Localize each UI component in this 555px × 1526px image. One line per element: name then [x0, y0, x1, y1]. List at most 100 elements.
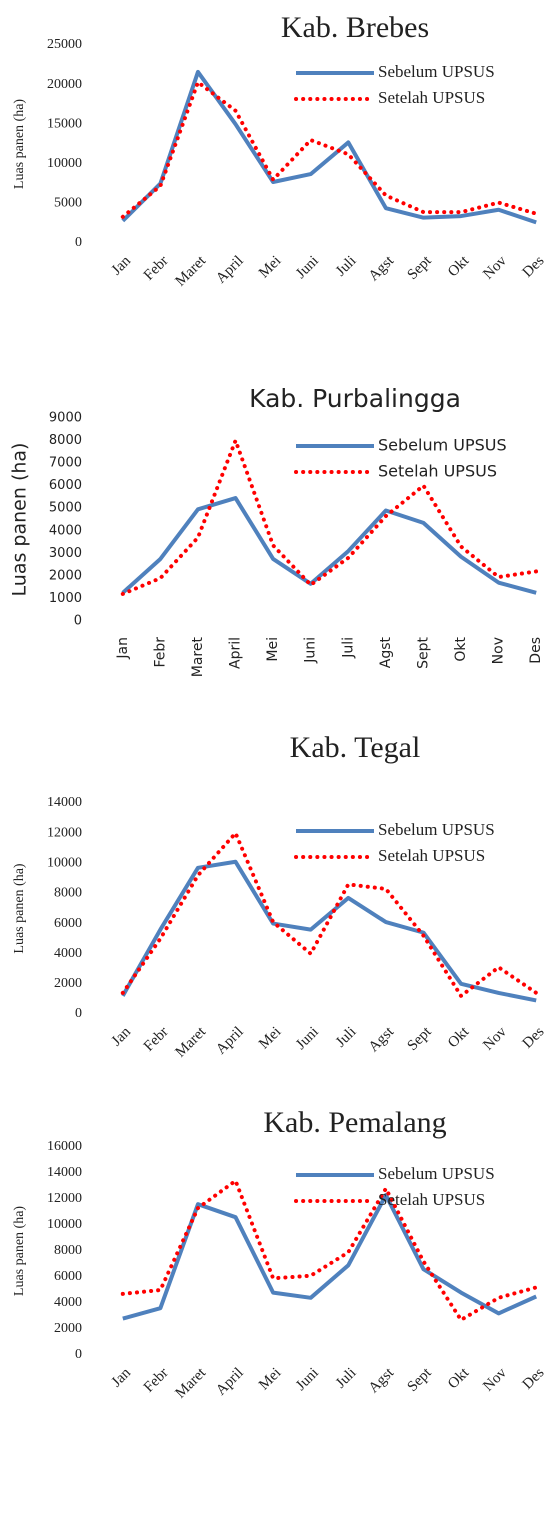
x-tick-label: Febr [141, 1365, 172, 1396]
y-tick-label: 8000 [54, 1243, 82, 1258]
series-line [120, 80, 539, 219]
legend-label: Sebelum UPSUS [378, 820, 495, 839]
x-tick-label: Nov [480, 1365, 510, 1395]
y-tick-label: 10000 [47, 856, 82, 871]
x-tick-label: Agst [366, 1364, 398, 1396]
y-axis-label: Luas panen (ha) [12, 863, 27, 954]
chart: Kab. Tegal Luas panen (ha) 0 2000 4000 6000 80… [12, 731, 547, 1061]
x-tick-label: April [213, 253, 247, 287]
x-tick-label: Febr [141, 1024, 172, 1055]
y-tick-label: 2000 [49, 568, 82, 583]
y-tick-label: 14000 [47, 1165, 82, 1180]
x-tick-label: Jan [109, 1024, 135, 1050]
y-tick-label: 10000 [47, 1217, 82, 1232]
x-tick-label: Maret [173, 1364, 210, 1401]
legend-label: Sebelum UPSUS [378, 62, 495, 81]
x-tick-label: Sept [405, 1364, 436, 1395]
y-tick-label: 6000 [49, 478, 82, 493]
x-tick-label: Maret [173, 1023, 210, 1060]
x-tick-label: Maret [173, 252, 210, 289]
chart-title: Kab. Purbalingga [249, 384, 461, 413]
y-tick-label: 2000 [54, 976, 82, 991]
y-tick-label: 6000 [54, 916, 82, 931]
y-tick-label: 4000 [49, 523, 82, 538]
x-tick-label: Juni [293, 1024, 322, 1053]
x-tick-label: Juli [340, 637, 356, 659]
y-tick-label: 0 [75, 235, 82, 250]
y-tick-label: 7000 [49, 456, 82, 471]
y-tick-label: 8000 [54, 886, 82, 901]
y-tick-label: 0 [75, 1006, 82, 1021]
y-tick-label: 6000 [54, 1269, 82, 1284]
x-tick-label: Febr [152, 637, 168, 668]
x-tick-label: Okt [445, 1364, 473, 1392]
y-tick-label: 5000 [49, 501, 82, 516]
chart-title: Kab. Tegal [290, 731, 421, 764]
y-tick-label: 25000 [47, 37, 82, 52]
legend-label: Setelah UPSUS [378, 846, 485, 865]
x-tick-label: Jan [109, 1365, 135, 1391]
y-tick-label: 4000 [54, 946, 82, 961]
x-tick-label: Juli [333, 253, 360, 280]
x-tick-label: Jan [109, 253, 135, 279]
x-tick-label: Des [520, 1024, 548, 1052]
x-tick-label: Juni [303, 637, 319, 664]
x-tick-label: April [213, 1365, 247, 1399]
chart: Kab. Pemalang Luas panen (ha) 0 2000 4000 600… [12, 1106, 547, 1402]
series-line [121, 496, 537, 595]
x-tick-label: Juli [333, 1024, 360, 1051]
x-tick-label: Des [528, 637, 544, 664]
x-tick-label: Jan [115, 637, 131, 660]
y-tick-label: 16000 [47, 1139, 82, 1154]
y-tick-label: 9000 [49, 411, 82, 426]
x-tick-label: April [228, 637, 244, 669]
x-tick-label: Juli [333, 1365, 360, 1392]
series-line [121, 859, 537, 1003]
y-tick-label: 10000 [47, 156, 82, 171]
x-tick-label: Juni [293, 1365, 322, 1394]
x-tick-label: Nov [480, 253, 510, 283]
chart-title: Kab. Pemalang [263, 1106, 446, 1139]
y-tick-label: 0 [75, 1347, 82, 1362]
x-tick-label: April [213, 1024, 247, 1058]
series-line [120, 831, 539, 998]
x-tick-label: Nov [491, 637, 507, 664]
y-tick-label: 2000 [54, 1321, 82, 1336]
legend-label: Sebelum UPSUS [378, 436, 507, 455]
chart: Kab. Purbalingga Luas panen (ha) 0 1000 2000… [9, 384, 545, 677]
series-line [121, 69, 537, 225]
x-tick-label: Agst [378, 636, 394, 668]
chart-title: Kab. Brebes [281, 11, 429, 44]
x-tick-label: Nov [480, 1024, 510, 1054]
legend-label: Setelah UPSUS [378, 88, 485, 107]
x-tick-label: Sept [405, 1023, 436, 1054]
y-tick-label: 14000 [47, 795, 82, 810]
y-tick-label: 1000 [49, 591, 82, 606]
chart: Kab. Brebes Luas panen (ha) 0 5000 10000 1500… [12, 11, 547, 290]
x-tick-label: Mei [256, 1365, 284, 1393]
y-tick-label: 8000 [49, 433, 82, 448]
x-tick-label: Agst [366, 1023, 398, 1055]
x-tick-label: Mei [256, 253, 284, 281]
series-line [120, 438, 539, 596]
y-tick-label: 20000 [47, 77, 82, 92]
x-tick-label: Sept [415, 637, 431, 669]
y-tick-label: 12000 [47, 825, 82, 840]
x-tick-label: Des [520, 253, 548, 281]
series-line [122, 1193, 538, 1321]
y-tick-label: 12000 [47, 1191, 82, 1206]
legend-label: Setelah UPSUS [378, 462, 497, 481]
x-tick-label: Febr [141, 253, 172, 284]
series-line [120, 1178, 539, 1322]
y-tick-label: 5000 [54, 196, 82, 211]
x-tick-label: Okt [453, 636, 469, 661]
x-tick-label: Mei [265, 637, 281, 662]
y-tick-label: 4000 [54, 1295, 82, 1310]
x-tick-label: Okt [445, 1023, 473, 1051]
y-tick-label: 3000 [49, 546, 82, 561]
y-tick-label: 0 [74, 614, 82, 629]
y-tick-label: 15000 [47, 116, 82, 131]
x-tick-label: Mei [256, 1024, 284, 1052]
